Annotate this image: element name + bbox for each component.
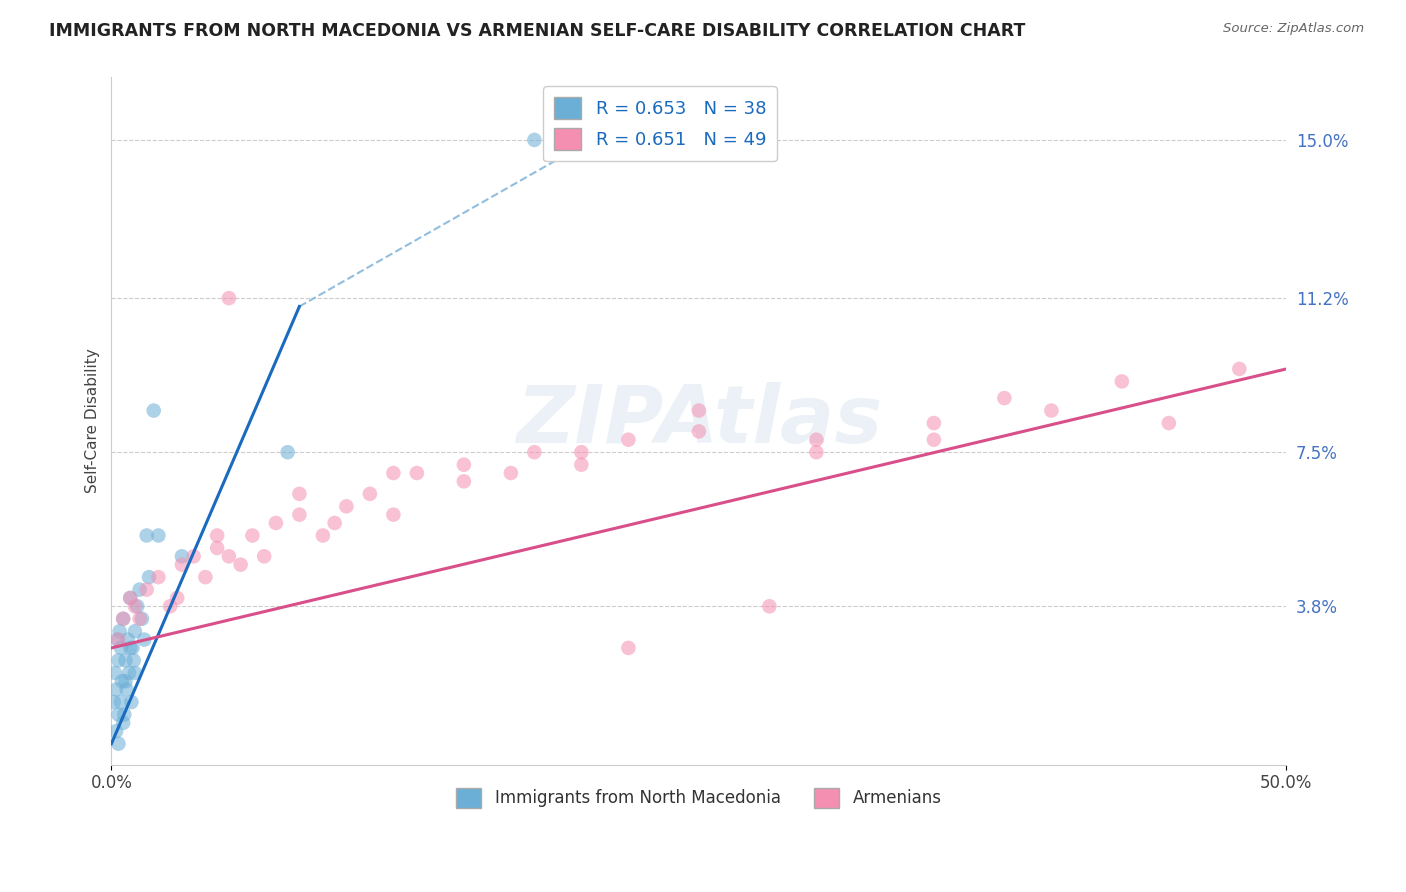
Point: [107, 707, 129, 722]
Point: [1111, 375, 1133, 389]
Point: [108, 624, 131, 639]
Point: [114, 674, 136, 689]
Point: [115, 682, 138, 697]
Point: [218, 291, 240, 305]
Point: [103, 695, 125, 709]
Point: [107, 653, 129, 667]
Point: [120, 640, 142, 655]
Point: [105, 632, 128, 647]
Point: [453, 475, 475, 489]
Point: [134, 632, 156, 647]
Point: [253, 549, 276, 564]
Point: [124, 665, 146, 680]
Point: [127, 599, 149, 614]
Point: [499, 466, 522, 480]
Point: [120, 695, 142, 709]
Point: [118, 665, 141, 680]
Point: [688, 403, 710, 417]
Point: [312, 528, 335, 542]
Point: [114, 653, 136, 667]
Point: [523, 133, 546, 147]
Point: [218, 549, 240, 564]
Point: [617, 640, 640, 655]
Point: [288, 508, 311, 522]
Point: [104, 665, 127, 680]
Point: [1040, 403, 1063, 417]
Point: [229, 558, 252, 572]
Text: IMMIGRANTS FROM NORTH MACEDONIA VS ARMENIAN SELF-CARE DISABILITY CORRELATION CHA: IMMIGRANTS FROM NORTH MACEDONIA VS ARMEN…: [49, 22, 1025, 40]
Point: [183, 549, 205, 564]
Point: [131, 612, 153, 626]
Point: [120, 591, 142, 605]
Point: [120, 591, 142, 605]
Point: [159, 599, 181, 614]
Point: [1227, 362, 1250, 376]
Point: [105, 682, 128, 697]
Point: [571, 458, 593, 472]
Point: [117, 632, 139, 647]
Point: [112, 715, 135, 730]
Point: [107, 737, 129, 751]
Point: [205, 528, 228, 542]
Point: [105, 724, 128, 739]
Point: [323, 516, 346, 530]
Point: [1157, 416, 1180, 430]
Point: [138, 570, 160, 584]
Point: [124, 599, 146, 614]
Point: [128, 582, 150, 597]
Point: [205, 541, 228, 555]
Point: [122, 653, 145, 667]
Point: [758, 599, 780, 614]
Point: [107, 632, 129, 647]
Point: [135, 582, 157, 597]
Point: [453, 458, 475, 472]
Point: [135, 528, 157, 542]
Point: [148, 570, 170, 584]
Point: [288, 487, 311, 501]
Point: [121, 640, 143, 655]
Point: [382, 508, 405, 522]
Point: [406, 466, 429, 480]
Point: [128, 612, 150, 626]
Point: [688, 425, 710, 439]
Point: [993, 391, 1015, 405]
Point: [359, 487, 381, 501]
Text: Source: ZipAtlas.com: Source: ZipAtlas.com: [1223, 22, 1364, 36]
Point: [111, 674, 134, 689]
Point: [110, 640, 132, 655]
Point: [170, 558, 193, 572]
Point: [148, 528, 170, 542]
Point: [523, 445, 546, 459]
Point: [124, 624, 146, 639]
Point: [382, 466, 405, 480]
Point: [806, 445, 828, 459]
Point: [922, 433, 945, 447]
Y-axis label: Self-Care Disability: Self-Care Disability: [86, 349, 100, 493]
Point: [110, 695, 132, 709]
Point: [142, 403, 165, 417]
Point: [264, 516, 287, 530]
Point: [571, 445, 593, 459]
Point: [335, 500, 357, 514]
Point: [112, 612, 135, 626]
Point: [277, 445, 299, 459]
Point: [170, 549, 193, 564]
Point: [922, 416, 945, 430]
Point: [112, 612, 135, 626]
Legend: Immigrants from North Macedonia, Armenians: Immigrants from North Macedonia, Armenia…: [450, 780, 948, 814]
Text: ZIPAtlas: ZIPAtlas: [516, 382, 882, 460]
Point: [242, 528, 264, 542]
Point: [806, 433, 828, 447]
Point: [166, 591, 188, 605]
Point: [617, 433, 640, 447]
Point: [194, 570, 217, 584]
Point: [112, 707, 135, 722]
